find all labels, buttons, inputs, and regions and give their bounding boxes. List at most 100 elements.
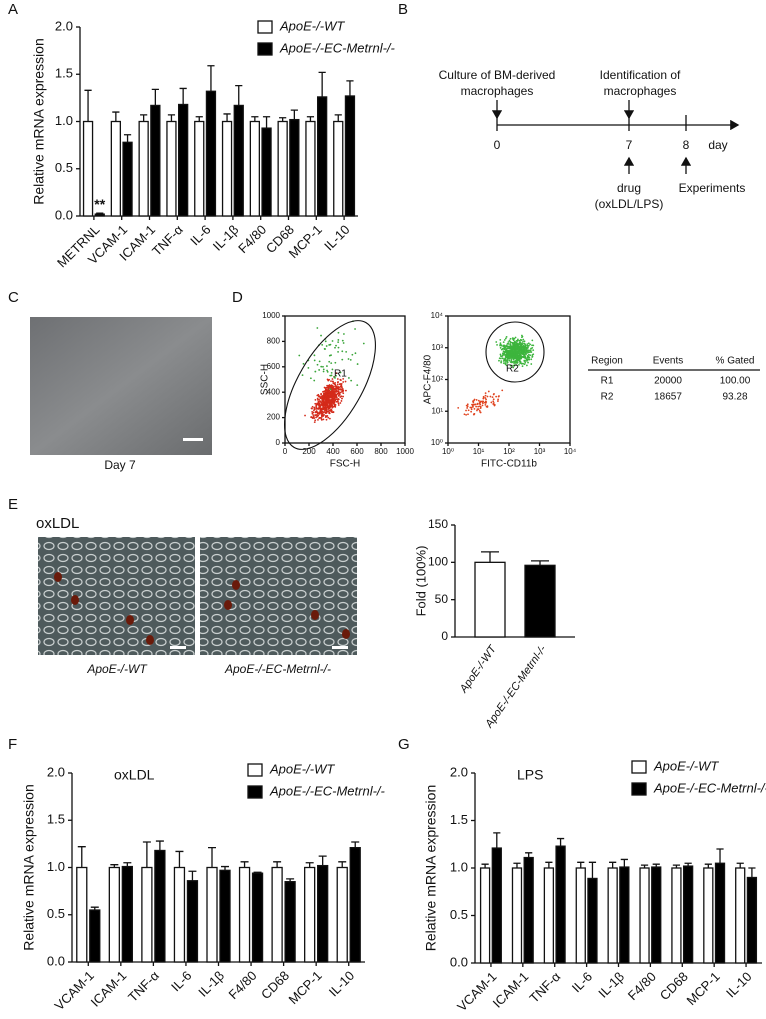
event-dot: [317, 400, 320, 403]
day-label: 0: [494, 138, 501, 152]
event-dot: [476, 402, 479, 405]
y-axis-label: Fold (100%): [413, 546, 428, 617]
table-cell: 93.28: [722, 392, 747, 403]
bar: [166, 120, 177, 217]
event-dot: [501, 357, 504, 360]
error-bar: [262, 116, 271, 129]
event-dot: [334, 398, 337, 401]
event-dot: [502, 345, 505, 348]
event-dot: [342, 395, 345, 398]
event-dot: [528, 351, 531, 354]
event-dot: [466, 403, 469, 406]
event-dot: [318, 417, 321, 420]
event-dot: [341, 397, 343, 400]
event-dot: [479, 406, 482, 408]
error-bar: [481, 551, 499, 563]
event-dot: [334, 381, 337, 384]
x-tick-label: TNF-α: [526, 969, 563, 1006]
scale-bar: [170, 646, 186, 649]
y-tick-label: 0.5: [47, 906, 65, 921]
event-dot: [512, 355, 515, 358]
event-dot: [504, 337, 507, 340]
bar: [76, 866, 88, 963]
event-dot: [509, 337, 512, 340]
micrograph-day7: [30, 317, 212, 455]
event-dot: [472, 400, 474, 403]
gate-label: R2: [506, 364, 519, 375]
event-dot: [496, 344, 498, 346]
event-dot: [481, 402, 484, 405]
event-dot: [499, 342, 502, 345]
y-axis-label: Relative mRNA expression: [423, 785, 439, 952]
event-dot: [500, 360, 503, 363]
event-dot: [517, 347, 520, 350]
x-tick-label: VCAM-1: [51, 968, 96, 1013]
event-dot: [471, 403, 473, 406]
event-dot: [331, 378, 334, 380]
event-dot: [523, 360, 526, 363]
x-tick-label: MCP-1: [684, 969, 723, 1008]
event-dot: [314, 402, 317, 405]
event-dot: [340, 400, 343, 402]
y-tick-label: 10¹: [431, 406, 443, 415]
event-dot: [324, 340, 327, 343]
event-dot: [327, 379, 330, 382]
legend-swatch: [257, 42, 273, 56]
event-dot: [492, 393, 495, 396]
scale-bar: [332, 646, 348, 649]
event-dot: [331, 340, 334, 342]
event-dot: [319, 396, 322, 399]
event-dot: [515, 364, 518, 367]
error-bar: [620, 858, 628, 868]
event-dot: [326, 371, 329, 373]
event-dot: [324, 404, 327, 407]
event-dot: [362, 342, 365, 345]
event-dot: [515, 358, 518, 361]
event-dot: [470, 410, 473, 413]
event-dot: [334, 385, 337, 387]
timeline-step: (oxLDL/LPS): [595, 197, 664, 211]
legend-label: ApoE-/-WT: [653, 758, 719, 773]
bar: [150, 104, 161, 217]
bar: [261, 127, 272, 217]
error-bar: [140, 114, 148, 122]
event-dot: [323, 411, 325, 414]
event-dot: [324, 401, 327, 404]
panel-label: D: [232, 289, 243, 306]
y-tick-label: 1000: [262, 311, 280, 320]
event-dot: [313, 421, 316, 424]
event-dot: [333, 394, 335, 397]
bar: [173, 866, 186, 963]
event-dot: [518, 358, 521, 361]
event-dot: [347, 377, 350, 379]
y-axis-label: SSC-H: [260, 364, 271, 395]
table-header: Events: [653, 356, 684, 367]
table-cell: 18657: [654, 392, 682, 403]
event-dot: [505, 356, 508, 359]
event-dot: [512, 366, 515, 369]
x-tick-label: MCP-1: [286, 968, 325, 1007]
y-tick-label: 0.5: [450, 907, 468, 922]
event-dot: [320, 393, 323, 396]
event-dot: [326, 410, 328, 413]
event-dot: [512, 358, 515, 361]
y-tick-label: 100: [428, 555, 448, 569]
event-dot: [334, 394, 337, 397]
event-dot: [526, 354, 529, 357]
event-dot: [315, 414, 318, 417]
error-bar: [556, 837, 565, 847]
bar: [304, 866, 316, 963]
event-dot: [463, 413, 466, 416]
event-dot: [324, 396, 326, 399]
stain-spot: [342, 629, 350, 639]
panel-label: C: [8, 289, 19, 306]
event-dot: [337, 350, 339, 353]
timeline-step: macrophages: [604, 84, 677, 98]
event-dot: [320, 365, 323, 368]
event-dot: [315, 410, 318, 412]
event-dot: [332, 399, 335, 401]
event-dot: [328, 391, 331, 394]
event-dot: [532, 344, 535, 347]
y-tick-label: 10⁴: [431, 311, 444, 320]
event-dot: [524, 361, 527, 364]
